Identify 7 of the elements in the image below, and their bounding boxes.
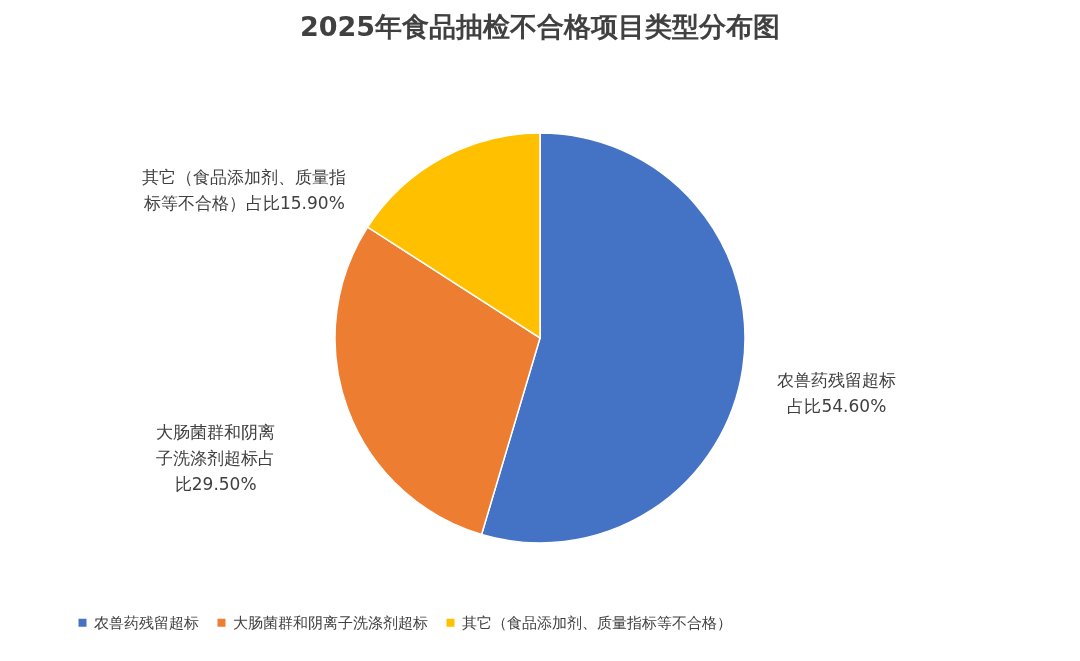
legend-label: 其它（食品添加剂、质量指标等不合格） (462, 613, 732, 632)
data-label: 农兽药残留超标占比54.60% (777, 370, 897, 417)
data-label: 大肠菌群和阴离子洗涤剂超标占比29.50% (156, 422, 276, 495)
chart-title: 2025年食品抽检不合格项目类型分布图 (299, 11, 781, 42)
legend-label: 大肠菌群和阴离子洗涤剂超标 (233, 613, 428, 632)
legend-label: 农兽药残留超标 (94, 613, 199, 632)
data-label: 其它（食品添加剂、质量指标等不合格）占比15.90% (142, 167, 347, 214)
